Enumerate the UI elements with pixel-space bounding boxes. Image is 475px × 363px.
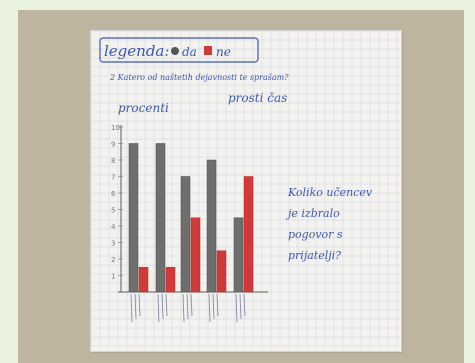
legend-box (99, 37, 259, 63)
y-tick-label: 10 (111, 124, 120, 132)
bar-da (233, 217, 244, 293)
category-scribble (243, 293, 246, 317)
category-scribble (186, 293, 189, 320)
category-scribble (216, 293, 219, 317)
bar-ne (165, 267, 176, 293)
legend-no-label: ne (216, 45, 231, 59)
legend-no-swatch (204, 46, 212, 55)
category-scribble (239, 293, 242, 320)
bar-ne (216, 250, 227, 293)
bar-da (206, 159, 217, 293)
bar-da (180, 176, 191, 293)
category-scribble (157, 293, 160, 323)
y-tick-label: 6 (111, 190, 116, 198)
category-scribble (182, 293, 185, 323)
bar-ne (138, 267, 149, 293)
y-tick-label: 3 (111, 240, 115, 248)
category-scribble (212, 293, 215, 320)
side-note: Koliko učencev je izbralo pogovor s prij… (285, 186, 373, 262)
side-note-line-2: je izbralo (285, 207, 340, 220)
free-time-label: prosti čas (228, 91, 287, 105)
bar-group (128, 143, 254, 293)
paper-grid (90, 30, 400, 349)
category-scribble (130, 293, 133, 323)
y-tick-label: 7 (111, 174, 115, 182)
y-tick-label: 1 (111, 273, 115, 281)
legend-yes-swatch (171, 47, 179, 55)
y-tick-label: 4 (111, 223, 116, 231)
x-category-scribbles (130, 293, 246, 323)
side-note-line-4: prijatelji? (288, 249, 341, 262)
legend-yes-label: da (182, 45, 197, 59)
bar-ne (243, 176, 254, 293)
category-scribble (208, 293, 211, 323)
percent-label: procenti (118, 101, 169, 115)
y-tick-label: 9 (111, 141, 115, 149)
side-note-line-3: pogovor s (288, 228, 343, 241)
question-text: 2 Katero od naštetih dejavnosti te spraš… (109, 73, 289, 82)
category-scribble (165, 293, 168, 317)
y-tick-labels: 10 9 8 7 6 5 4 3 2 1 (111, 124, 123, 281)
category-scribble (235, 293, 238, 323)
y-tick-label: 5 (111, 207, 115, 215)
category-scribble (190, 293, 193, 317)
legend-title: legenda: (104, 42, 169, 60)
side-note-line-1: Koliko učencev (287, 186, 373, 199)
bar-ne (190, 217, 201, 293)
bar-da (128, 143, 139, 293)
category-scribble (161, 293, 164, 320)
category-scribble (134, 293, 137, 320)
bar-da (155, 143, 166, 293)
y-tick-label: 2 (111, 256, 115, 264)
y-tick-label: 8 (111, 157, 115, 165)
category-scribble (138, 293, 141, 317)
